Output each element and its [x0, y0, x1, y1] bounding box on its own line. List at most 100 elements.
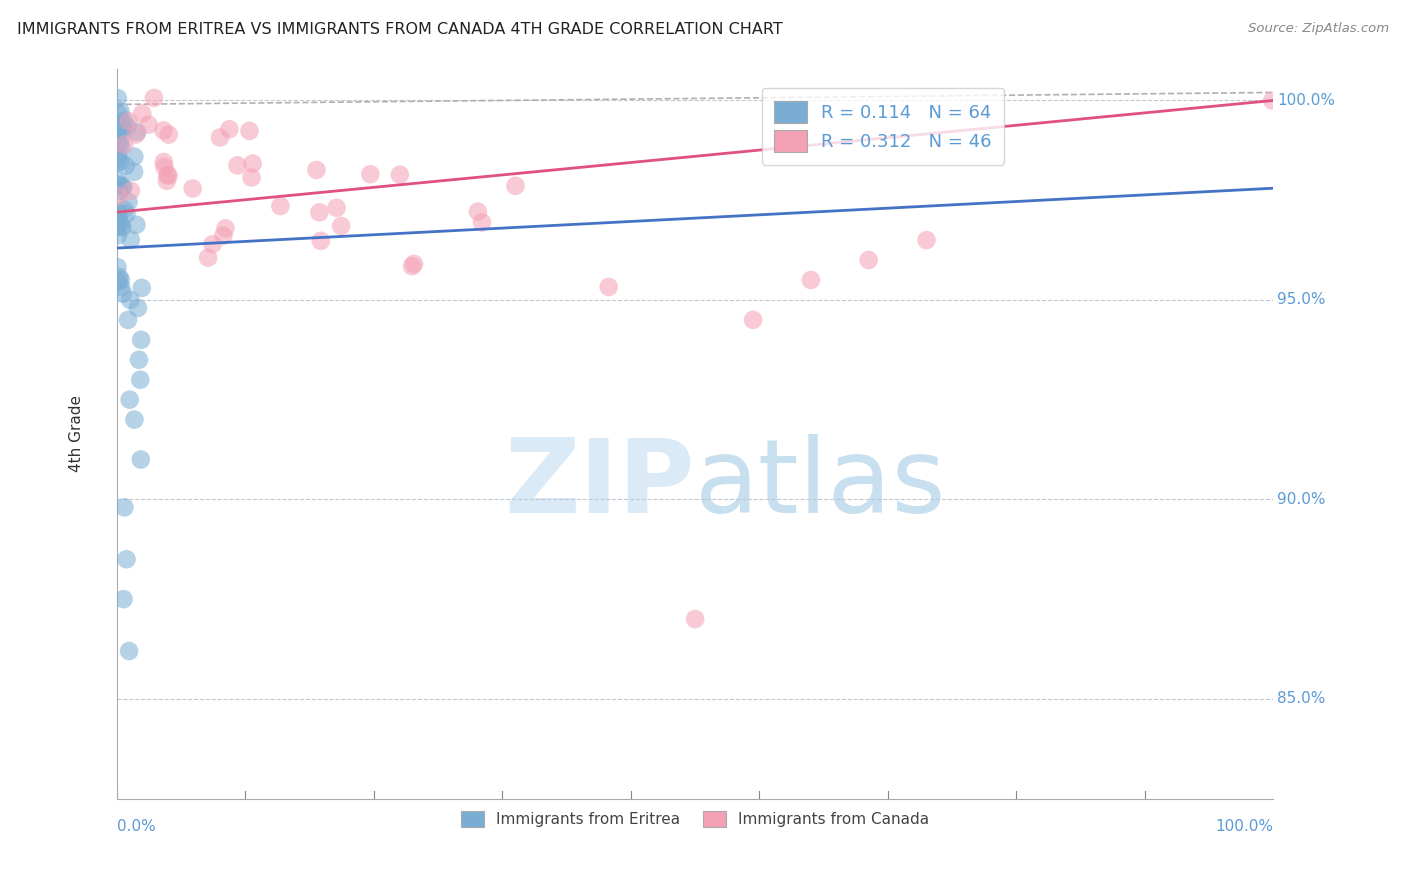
Point [129, 452, 152, 467]
Point [742, 313, 765, 327]
Point [107, 228, 129, 243]
Point [107, 120, 129, 134]
Point [269, 199, 291, 213]
Point [111, 120, 134, 134]
Point [107, 220, 129, 235]
Point [107, 206, 129, 220]
Point [128, 352, 150, 367]
Point [124, 150, 146, 164]
Point [124, 412, 146, 426]
Point [108, 269, 131, 284]
Point [467, 204, 489, 219]
Point [800, 273, 823, 287]
Point [471, 215, 494, 229]
Point [388, 168, 411, 182]
Point [110, 219, 132, 233]
Point [305, 163, 328, 178]
Point [131, 281, 153, 295]
Point [142, 91, 165, 105]
Point [308, 205, 330, 219]
Point [157, 169, 180, 183]
Point [112, 500, 135, 515]
Point [107, 178, 129, 193]
Point [111, 220, 134, 235]
Point [115, 207, 138, 221]
Point [110, 280, 132, 294]
Point [112, 179, 135, 194]
Point [212, 228, 235, 243]
Point [107, 189, 129, 203]
Point [114, 202, 136, 217]
Point [120, 293, 142, 307]
Point [125, 128, 148, 142]
Point [156, 174, 179, 188]
Point [117, 313, 139, 327]
Text: 95.0%: 95.0% [1277, 293, 1326, 308]
Point [238, 124, 260, 138]
Text: 85.0%: 85.0% [1277, 691, 1326, 706]
Point [117, 114, 139, 128]
Point [330, 219, 353, 233]
Point [112, 286, 135, 301]
Point [240, 170, 263, 185]
Point [110, 273, 132, 287]
Point [120, 233, 142, 247]
Point [108, 137, 131, 152]
Point [120, 184, 142, 198]
Point [181, 181, 204, 195]
Point [111, 120, 134, 135]
Point [309, 234, 332, 248]
Point [107, 156, 129, 170]
Point [218, 122, 240, 136]
Point [107, 147, 129, 161]
Point [111, 180, 134, 194]
Point [858, 253, 880, 268]
Point [107, 137, 129, 152]
Point [152, 123, 174, 137]
Point [118, 392, 141, 407]
Text: ZIP: ZIP [505, 434, 695, 535]
Point [107, 205, 129, 219]
Legend: Immigrants from Eritrea, Immigrants from Canada: Immigrants from Eritrea, Immigrants from… [453, 804, 936, 835]
Point [915, 233, 938, 247]
Point [112, 592, 135, 607]
Point [1261, 94, 1284, 108]
Point [598, 280, 620, 294]
Point [110, 104, 132, 119]
Point [107, 211, 129, 226]
Point [107, 128, 129, 142]
Point [115, 120, 138, 134]
Point [110, 127, 132, 141]
Point [197, 251, 219, 265]
Point [118, 644, 141, 658]
Text: 4th Grade: 4th Grade [69, 395, 84, 472]
Point [683, 612, 706, 626]
Point [114, 159, 136, 173]
Point [108, 107, 131, 121]
Text: Source: ZipAtlas.com: Source: ZipAtlas.com [1249, 22, 1389, 36]
Point [129, 373, 152, 387]
Point [505, 178, 527, 193]
Point [402, 257, 425, 271]
Point [107, 153, 129, 167]
Point [108, 184, 131, 198]
Text: 100.0%: 100.0% [1216, 819, 1274, 834]
Point [108, 178, 131, 192]
Point [127, 125, 149, 139]
Text: atlas: atlas [695, 434, 946, 535]
Point [152, 155, 174, 169]
Point [111, 115, 134, 129]
Point [125, 218, 148, 232]
Point [359, 167, 381, 181]
Point [107, 275, 129, 289]
Text: 0.0%: 0.0% [117, 819, 156, 834]
Point [108, 125, 131, 139]
Point [127, 301, 149, 315]
Point [107, 211, 129, 226]
Point [110, 154, 132, 169]
Point [110, 139, 132, 153]
Point [214, 221, 236, 235]
Point [107, 91, 129, 105]
Point [108, 217, 131, 231]
Point [201, 237, 224, 252]
